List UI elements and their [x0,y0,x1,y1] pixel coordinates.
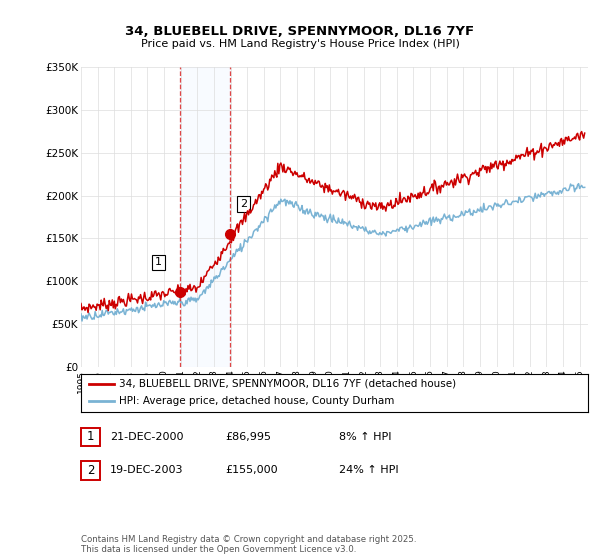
Text: £155,000: £155,000 [225,465,278,475]
Text: 21-DEC-2000: 21-DEC-2000 [110,432,184,442]
Text: HPI: Average price, detached house, County Durham: HPI: Average price, detached house, Coun… [119,396,394,407]
Text: 8% ↑ HPI: 8% ↑ HPI [339,432,391,442]
Bar [180,67,230,367]
Text: Price paid vs. HM Land Registry's House Price Index (HPI): Price paid vs. HM Land Registry's House … [140,39,460,49]
Text: 2: 2 [87,464,94,477]
Text: 1: 1 [87,430,94,444]
Text: 34, BLUEBELL DRIVE, SPENNYMOOR, DL16 7YF: 34, BLUEBELL DRIVE, SPENNYMOOR, DL16 7YF [125,25,475,38]
Text: 2: 2 [240,199,247,209]
Text: 24% ↑ HPI: 24% ↑ HPI [339,465,398,475]
Text: 19-DEC-2003: 19-DEC-2003 [110,465,184,475]
Text: Contains HM Land Registry data © Crown copyright and database right 2025.
This d: Contains HM Land Registry data © Crown c… [81,535,416,554]
Text: 34, BLUEBELL DRIVE, SPENNYMOOR, DL16 7YF (detached house): 34, BLUEBELL DRIVE, SPENNYMOOR, DL16 7YF… [119,379,456,389]
Text: 1: 1 [155,258,162,267]
Text: £86,995: £86,995 [225,432,271,442]
